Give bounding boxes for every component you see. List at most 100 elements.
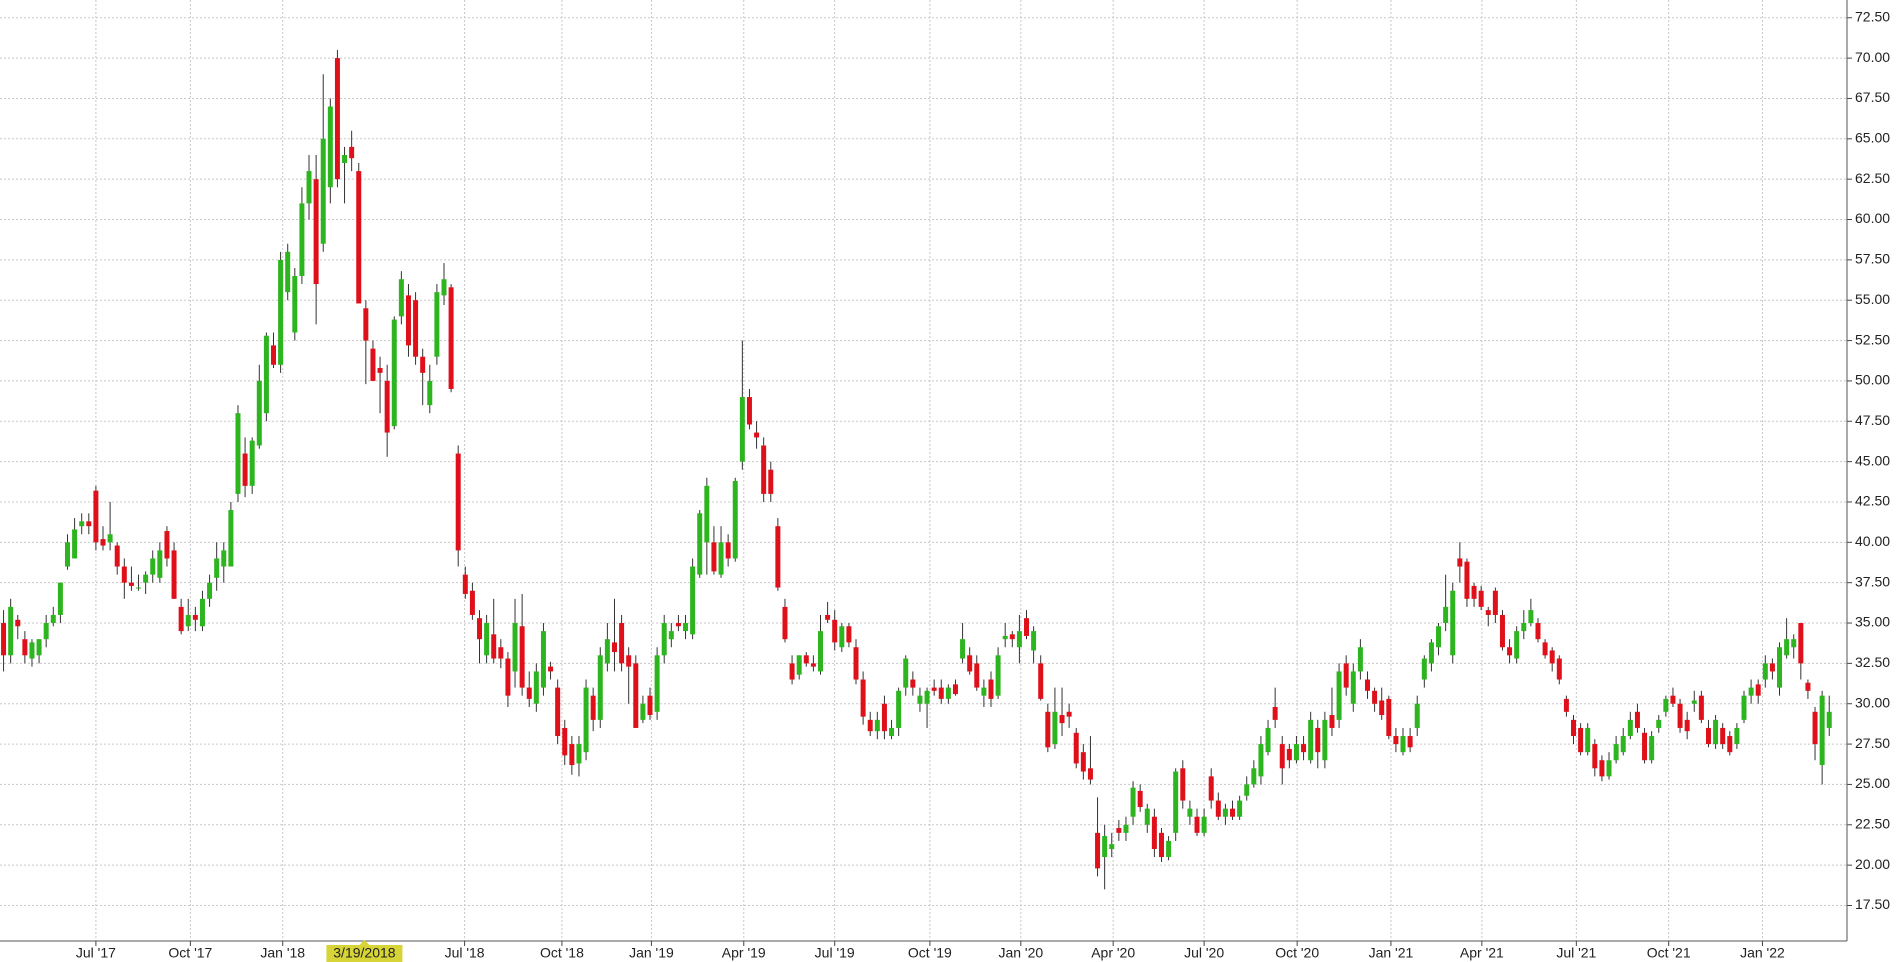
candle-body — [952, 684, 958, 695]
candle-body — [136, 587, 142, 589]
candle-body — [548, 666, 554, 672]
candle-body — [1677, 703, 1683, 728]
candle-body — [1535, 623, 1541, 640]
y-tick-label: 62.50 — [1855, 170, 1890, 186]
candle-body — [1400, 736, 1406, 753]
candle-body — [1613, 744, 1619, 761]
candle-body — [803, 655, 809, 664]
candle-body — [732, 480, 738, 559]
candle-body — [1293, 744, 1299, 761]
candle-body — [36, 639, 42, 656]
y-tick-label: 67.50 — [1855, 89, 1890, 105]
candle-body — [143, 574, 149, 583]
candle-body — [810, 663, 816, 667]
candle-body — [356, 171, 362, 304]
candle-body — [1173, 771, 1179, 833]
candle-body — [242, 453, 248, 486]
x-tick-label: Jan '21 — [1369, 945, 1414, 961]
candle-body — [1634, 711, 1640, 728]
candle-body — [363, 308, 369, 341]
candle-body — [505, 658, 511, 696]
y-tick-label: 17.50 — [1855, 896, 1890, 912]
candle-body — [370, 348, 376, 381]
x-tick-label: Jan '20 — [998, 945, 1043, 961]
candle-body — [1592, 744, 1598, 769]
x-tick-label: Apr '20 — [1091, 945, 1135, 961]
candle-body — [320, 138, 326, 244]
candle-body — [171, 550, 177, 599]
candle-body — [817, 631, 823, 672]
candle-body — [1670, 695, 1676, 704]
candle-body — [739, 397, 745, 462]
y-tick-label: 40.00 — [1855, 533, 1890, 549]
candle-body — [654, 655, 660, 712]
candle-body — [590, 695, 596, 720]
candle-body — [334, 58, 340, 180]
x-tick-label: Apr '19 — [722, 945, 766, 961]
candle-body — [43, 623, 49, 640]
candle-body — [988, 679, 994, 699]
candle-body — [1521, 623, 1527, 632]
candle-body — [1237, 800, 1243, 817]
candle-body — [1123, 824, 1129, 833]
candle-body — [1251, 768, 1257, 785]
x-tick-label: Oct '21 — [1647, 945, 1691, 961]
candle-body — [675, 623, 681, 627]
candle-body — [1279, 744, 1285, 769]
candle-body — [796, 655, 802, 675]
candle-body — [79, 521, 85, 527]
candle-body — [1748, 687, 1754, 696]
candle-body — [881, 703, 887, 732]
candle-body — [164, 531, 170, 559]
y-tick-label: 45.00 — [1855, 452, 1890, 468]
candle-body — [995, 655, 1001, 696]
candle-body — [1052, 711, 1058, 745]
y-tick-label: 20.00 — [1855, 856, 1890, 872]
candle-body — [889, 727, 895, 737]
candle-body — [1606, 760, 1612, 777]
x-tick-label: Jul '21 — [1556, 945, 1596, 961]
candle-body — [1627, 719, 1633, 737]
y-tick-label: 32.50 — [1855, 654, 1890, 670]
candle-body — [1499, 614, 1505, 648]
candle-body — [867, 719, 873, 732]
candle-body — [718, 542, 724, 575]
candle-body — [448, 287, 454, 389]
candle-body — [519, 626, 525, 688]
candle-body — [1542, 642, 1548, 656]
candle-body — [377, 368, 383, 373]
candle-body — [974, 663, 980, 688]
candle-body — [214, 558, 220, 578]
candle-body — [1151, 816, 1157, 849]
x-tick-label: Jan '22 — [1740, 945, 1785, 961]
candle-body — [1350, 671, 1356, 704]
candle-body — [1762, 663, 1768, 680]
candle-body — [917, 695, 923, 704]
candle-body — [256, 380, 262, 446]
candle-body — [924, 690, 930, 704]
candle-body — [1691, 700, 1697, 704]
candle-body — [1563, 698, 1569, 712]
candle-body — [540, 631, 546, 688]
candle-body — [114, 545, 120, 567]
candle-body — [633, 663, 639, 728]
candle-body — [1031, 631, 1037, 651]
candle-body — [1272, 706, 1278, 720]
candle-body — [1698, 695, 1704, 720]
candle-body — [1322, 719, 1328, 761]
candle-body — [960, 639, 966, 659]
candle-body — [441, 279, 447, 296]
candle-body — [50, 614, 56, 624]
candle-body — [1578, 727, 1584, 753]
candle-body — [1720, 727, 1726, 745]
candle-body — [15, 619, 21, 627]
candle-body — [1450, 590, 1456, 656]
candle-body — [1727, 736, 1733, 753]
candle-body — [1769, 663, 1775, 672]
candle-body — [1528, 610, 1534, 624]
candle-body — [782, 606, 788, 640]
candle-body — [1571, 719, 1577, 737]
candle-body — [640, 703, 646, 720]
candle-body — [860, 679, 866, 717]
candle-body — [1514, 631, 1520, 659]
